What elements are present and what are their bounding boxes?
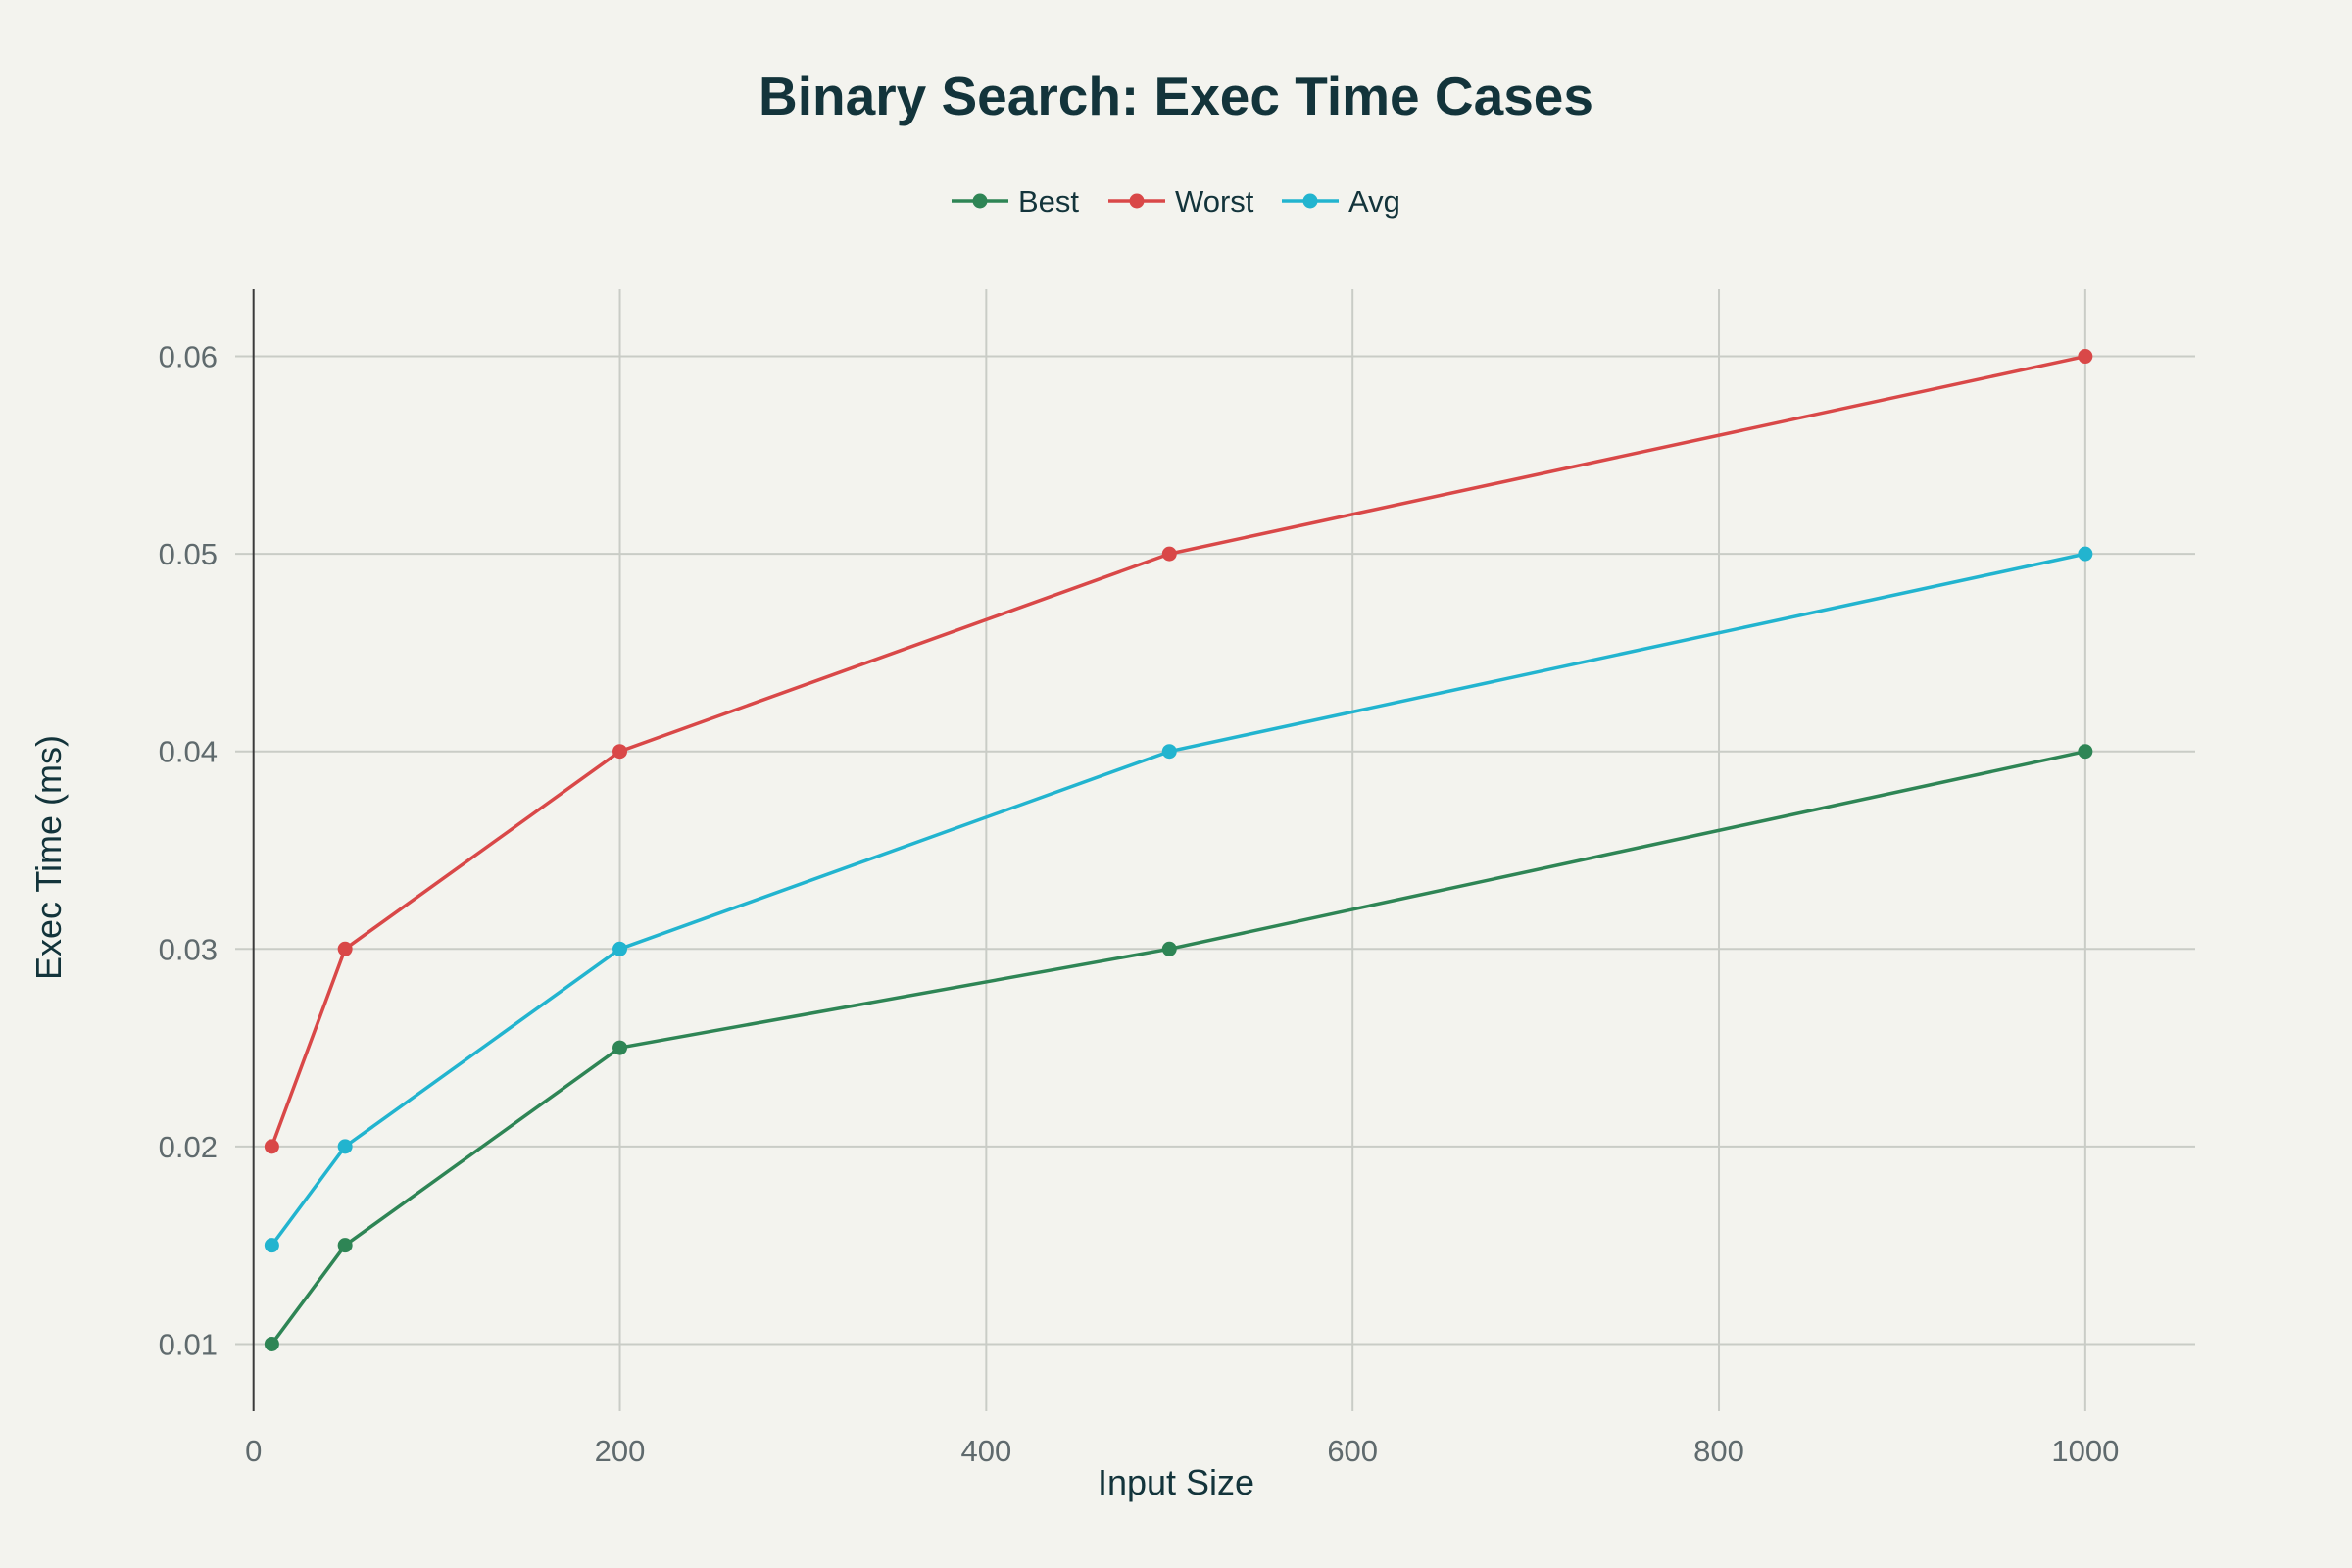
y-tick-label: 0.05 <box>159 537 218 571</box>
data-point-avg[interactable] <box>264 1238 279 1253</box>
data-point-avg[interactable] <box>337 1139 353 1154</box>
y-tick-label: 0.01 <box>159 1327 218 1361</box>
legend-marker-best <box>972 193 988 209</box>
axes: 0 200 400 600 800 1000 0.01 0.02 0.03 0.04 0.05 0.0… <box>159 289 2119 1468</box>
data-point-best[interactable] <box>1161 941 1177 956</box>
series-worst <box>264 349 2093 1154</box>
series-best <box>264 744 2093 1351</box>
data-point-worst[interactable] <box>1161 546 1177 562</box>
legend-marker-avg <box>1302 193 1318 209</box>
x-tick-label: 200 <box>595 1434 646 1468</box>
grid <box>235 289 2195 1411</box>
legend-label: Worst <box>1175 184 1254 219</box>
y-tick-label: 0.03 <box>159 932 218 966</box>
x-tick-label: 800 <box>1693 1434 1744 1468</box>
y-tick-label: 0.04 <box>159 735 218 769</box>
series-layer <box>264 349 2093 1351</box>
legend-item-best[interactable]: Best <box>952 184 1079 219</box>
x-tick-label: 1000 <box>2051 1434 2119 1468</box>
data-point-worst[interactable] <box>264 1139 279 1154</box>
data-point-best[interactable] <box>264 1336 279 1351</box>
data-point-worst[interactable] <box>2078 349 2093 365</box>
data-point-avg[interactable] <box>2078 546 2093 562</box>
x-tick-label: 0 <box>245 1434 262 1468</box>
legend[interactable]: Best Worst Avg <box>952 184 1400 219</box>
data-point-worst[interactable] <box>337 941 353 956</box>
x-axis-title: Input Size <box>1098 1462 1254 1502</box>
data-point-best[interactable] <box>612 1040 628 1055</box>
series-avg <box>264 546 2093 1253</box>
x-tick-label: 400 <box>960 1434 1011 1468</box>
data-point-best[interactable] <box>337 1238 353 1253</box>
legend-label: Best <box>1018 184 1079 219</box>
legend-item-avg[interactable]: Avg <box>1282 184 1400 219</box>
y-tick-label: 0.06 <box>159 340 218 374</box>
data-point-avg[interactable] <box>1161 744 1177 760</box>
data-point-avg[interactable] <box>612 941 628 956</box>
data-point-best[interactable] <box>2078 744 2093 760</box>
x-tick-label: 600 <box>1327 1434 1378 1468</box>
y-axis-title: Exec Time (ms) <box>28 735 69 980</box>
chart-title: Binary Search: Exec Time Cases <box>759 66 1593 126</box>
y-tick-label: 0.02 <box>159 1130 218 1164</box>
data-point-worst[interactable] <box>612 744 628 760</box>
legend-marker-worst <box>1129 193 1145 209</box>
legend-label: Avg <box>1348 184 1400 219</box>
legend-item-worst[interactable]: Worst <box>1108 184 1254 219</box>
